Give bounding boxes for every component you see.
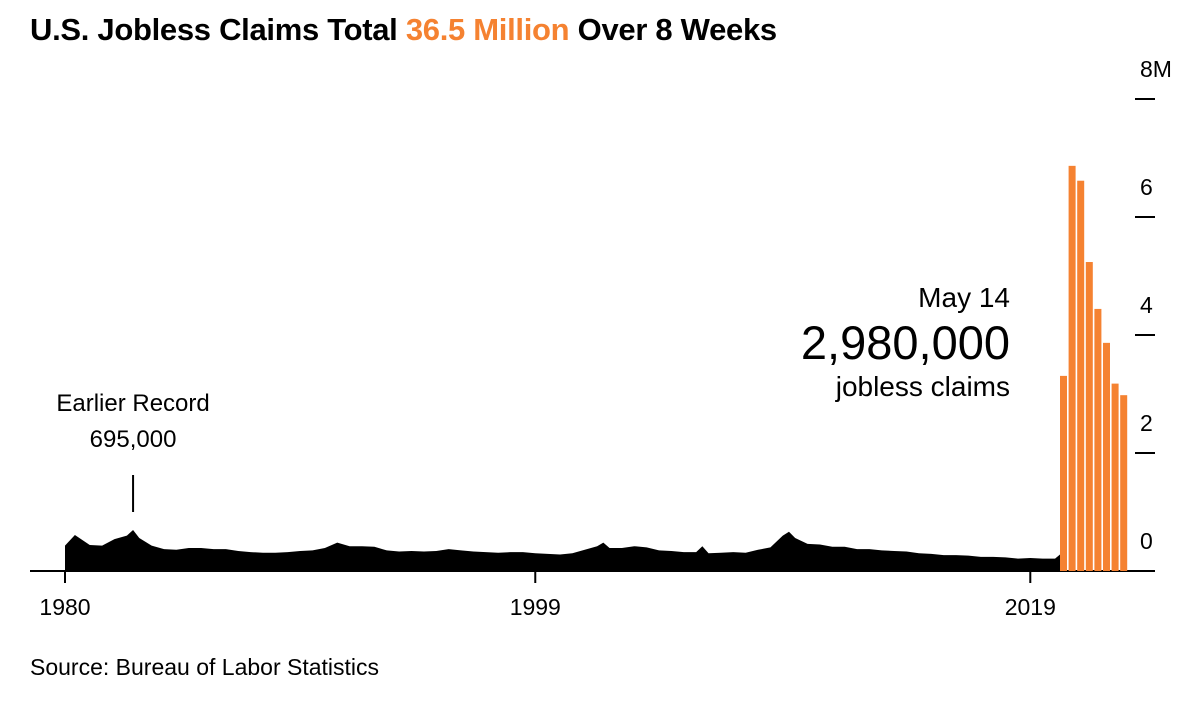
x-tick-label: 1999 bbox=[510, 594, 561, 620]
annotation-text: jobless claims bbox=[835, 371, 1010, 402]
record-value: 695,000 bbox=[90, 426, 177, 453]
x-tick-label: 2019 bbox=[1005, 594, 1056, 620]
y-tick-label: 4 bbox=[1140, 292, 1153, 318]
title-part: Over 8 Weeks bbox=[577, 12, 777, 47]
recent-bar bbox=[1120, 395, 1128, 571]
annotation-date: May 14 bbox=[918, 282, 1010, 313]
recent-bar bbox=[1094, 308, 1102, 571]
recent-bar bbox=[1085, 262, 1093, 571]
y-tick-label: 8M bbox=[1140, 56, 1172, 82]
title-highlight: 36.5 Million bbox=[405, 12, 570, 47]
recent-bar bbox=[1111, 383, 1119, 571]
chart-title: U.S. Jobless Claims Total 36.5 Million O… bbox=[30, 12, 777, 48]
source: Source: Bureau of Labor Statistics bbox=[30, 654, 379, 680]
recent-bar bbox=[1068, 165, 1076, 572]
record-label: Earlier Record bbox=[56, 390, 209, 417]
y-tick-label: 6 bbox=[1140, 174, 1153, 200]
title-part: U.S. Jobless Claims Total bbox=[30, 12, 398, 47]
recent-bar bbox=[1077, 180, 1085, 571]
history-area bbox=[65, 529, 1060, 571]
recent-bar bbox=[1060, 375, 1067, 571]
annotation-value: 2,980,000 bbox=[801, 316, 1010, 369]
recent-bar bbox=[1103, 342, 1110, 571]
y-tick-label: 0 bbox=[1140, 528, 1153, 554]
x-tick-label: 1980 bbox=[39, 594, 90, 620]
y-tick-label: 2 bbox=[1140, 410, 1153, 436]
